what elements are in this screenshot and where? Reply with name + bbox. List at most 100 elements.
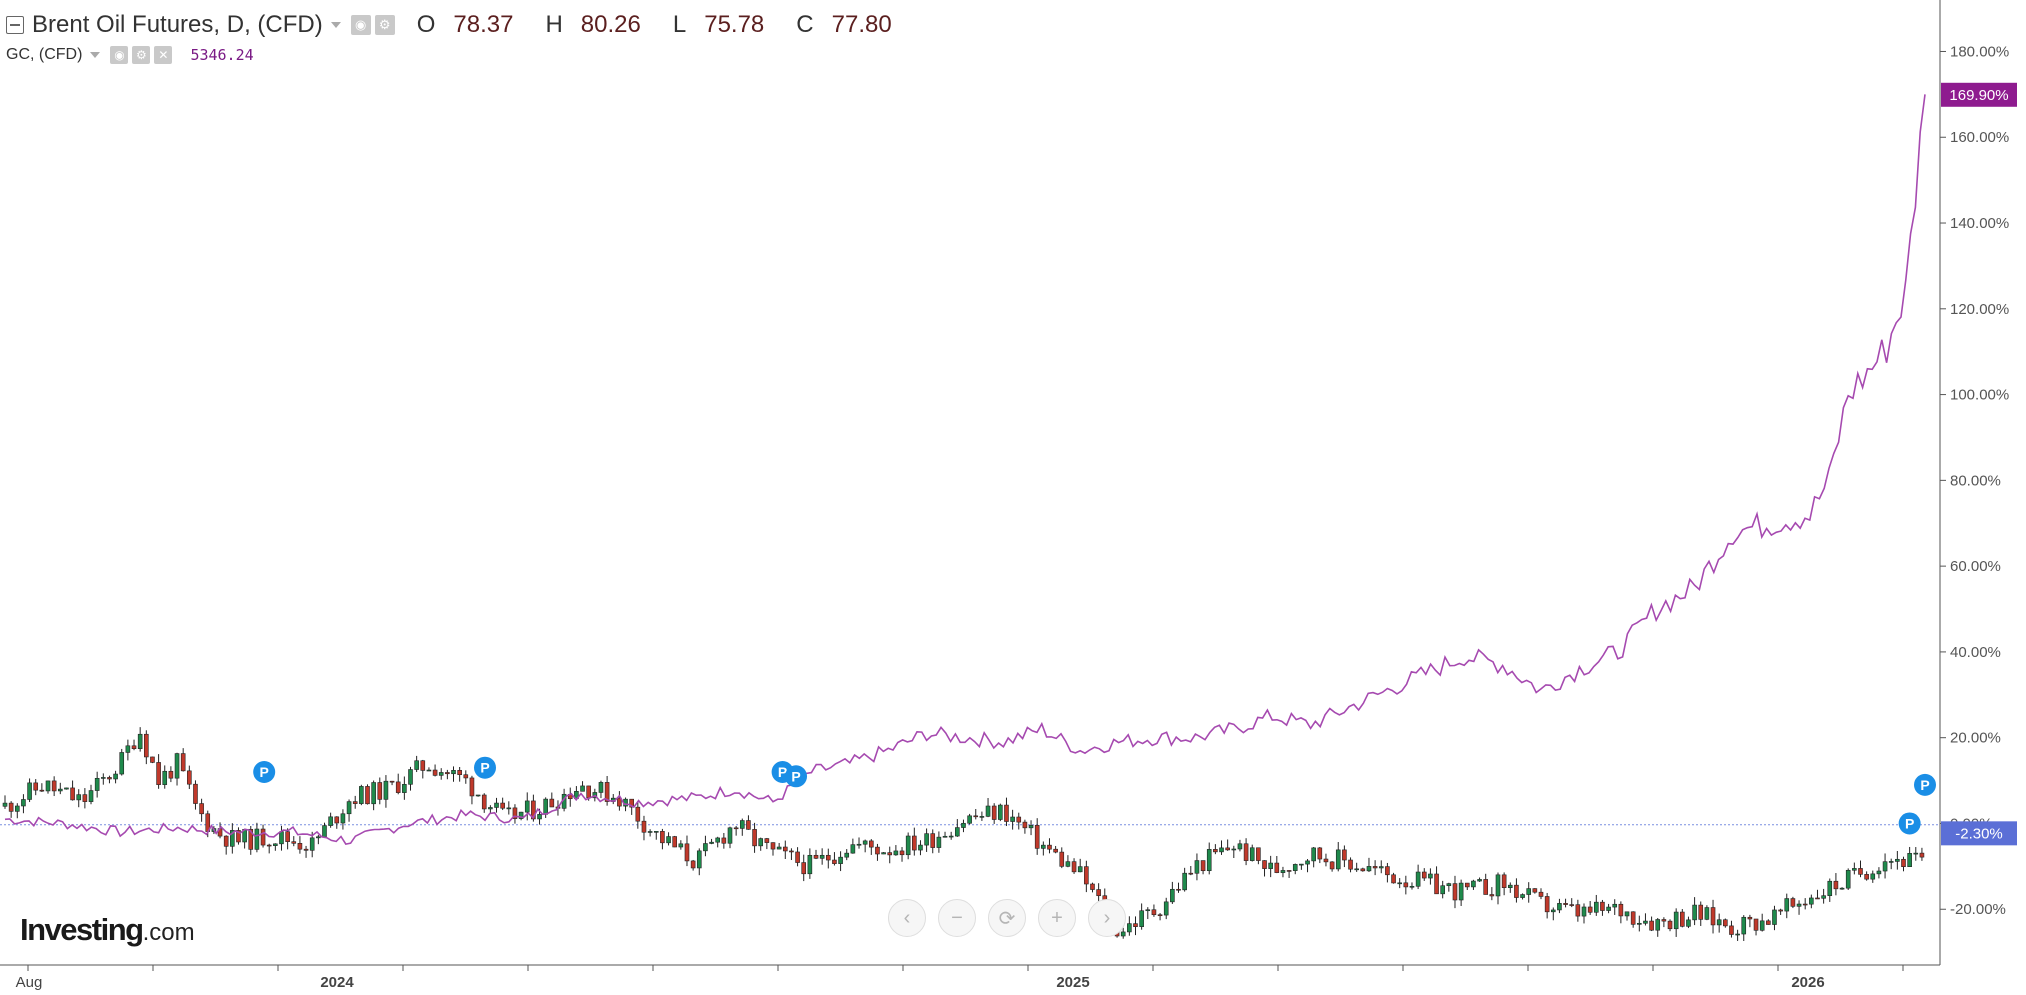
main-symbol-title[interactable]: Brent Oil Futures, D, (CFD)	[32, 11, 323, 38]
zoom-in-button[interactable]: +	[1038, 899, 1076, 937]
chevron-down-icon[interactable]	[90, 52, 101, 58]
candle	[924, 828, 929, 852]
candle	[604, 776, 610, 806]
candle	[1704, 905, 1710, 921]
candle	[955, 819, 960, 837]
candle	[1606, 903, 1611, 914]
candle	[506, 801, 512, 815]
candle	[733, 826, 739, 836]
y-tick-label: 180.00%	[1950, 43, 2009, 60]
candle	[1489, 887, 1495, 901]
eye-icon[interactable]: ◉	[350, 15, 371, 35]
candle	[1710, 899, 1716, 934]
candle	[1821, 888, 1826, 904]
candle	[1176, 882, 1181, 893]
candle	[113, 770, 118, 784]
candle	[709, 838, 714, 845]
candle	[1299, 863, 1304, 870]
investing-logo: Investing.com	[20, 912, 195, 947]
event-marker[interactable]: P	[785, 765, 808, 788]
candle	[359, 784, 364, 806]
candle	[1901, 856, 1906, 872]
candle	[690, 859, 696, 871]
candle	[1133, 916, 1138, 936]
candle	[1292, 863, 1298, 875]
candle	[469, 775, 475, 805]
candle	[389, 780, 395, 786]
candle	[33, 779, 39, 796]
candle	[1041, 841, 1046, 856]
event-marker[interactable]: P	[1898, 812, 1921, 835]
candle	[365, 784, 370, 805]
candle	[432, 764, 438, 777]
candle	[187, 765, 192, 790]
candle	[1151, 904, 1157, 917]
candle	[518, 811, 524, 821]
event-marker[interactable]: P	[1914, 773, 1936, 796]
candle	[524, 792, 530, 821]
price-badges: 169.90% -2.30%	[1941, 82, 2017, 846]
candle	[14, 803, 20, 819]
gear-icon[interactable]: ⚙	[132, 46, 151, 64]
candle	[869, 839, 874, 855]
event-marker[interactable]: P	[474, 756, 496, 779]
candle	[150, 756, 155, 764]
close-icon[interactable]: ✕	[154, 46, 173, 64]
candle	[1833, 873, 1839, 896]
candle	[1680, 909, 1685, 928]
candle	[580, 781, 585, 792]
candle	[1895, 850, 1900, 870]
candle	[1888, 858, 1894, 870]
candle	[629, 798, 634, 815]
candle	[1624, 911, 1630, 921]
y-tick-label: 40.00%	[1950, 644, 2001, 661]
candle	[930, 829, 936, 854]
candle	[1311, 846, 1316, 868]
svg-text:P: P	[791, 768, 800, 784]
scroll-right-button[interactable]: ›	[1088, 899, 1126, 937]
candle	[1065, 855, 1071, 868]
candle	[445, 769, 450, 780]
compare-symbol-title[interactable]: GC, (CFD)	[6, 46, 83, 63]
candle	[936, 831, 942, 853]
candle	[395, 773, 401, 795]
candle	[875, 843, 880, 861]
eye-icon[interactable]: ◉	[110, 46, 129, 64]
y-tick-label: 120.00%	[1950, 301, 2009, 318]
candle	[1434, 866, 1439, 895]
reset-chart-button[interactable]: ⟳	[988, 899, 1026, 937]
candle	[1305, 859, 1310, 873]
candle	[39, 783, 45, 792]
candle	[1723, 918, 1728, 928]
candle	[647, 829, 653, 837]
ohlc-high: H 80.26	[545, 11, 641, 38]
scroll-left-button[interactable]: ‹	[888, 899, 926, 937]
candle	[107, 775, 112, 784]
candle	[377, 777, 383, 805]
candle	[1440, 880, 1445, 899]
candle	[610, 794, 616, 805]
candle	[1010, 809, 1015, 830]
candle	[758, 837, 764, 851]
event-markers: P P P PPP	[253, 756, 1936, 835]
candle	[1286, 870, 1292, 878]
candle	[1919, 847, 1925, 861]
chevron-down-icon[interactable]	[330, 22, 341, 28]
gear-icon[interactable]: ⚙	[374, 15, 395, 35]
candle	[88, 784, 94, 805]
candle	[1593, 894, 1599, 916]
candle	[1231, 845, 1237, 859]
candle	[721, 832, 727, 849]
candle	[1735, 929, 1740, 941]
candle	[1913, 847, 1919, 861]
candle	[119, 748, 125, 776]
candle	[832, 852, 837, 866]
candle	[297, 836, 303, 854]
candle	[1655, 918, 1661, 937]
candle	[1759, 913, 1765, 932]
svg-text:P: P	[260, 764, 269, 780]
zoom-out-button[interactable]: −	[938, 899, 976, 937]
collapse-icon[interactable]	[6, 16, 24, 34]
event-marker[interactable]: P	[253, 761, 276, 783]
